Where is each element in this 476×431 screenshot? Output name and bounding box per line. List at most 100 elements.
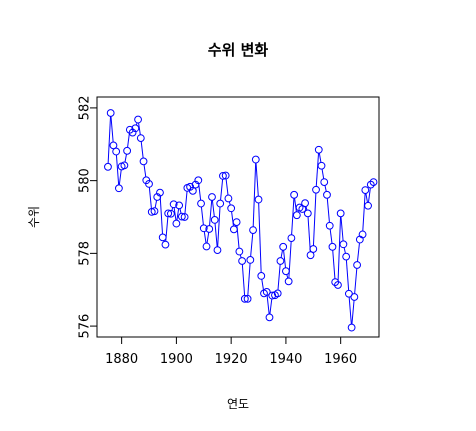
data-point xyxy=(369,178,378,186)
data-point xyxy=(262,288,271,296)
series-line-segment xyxy=(173,207,177,221)
data-point xyxy=(325,221,334,230)
data-point xyxy=(123,146,132,155)
series-line-segment xyxy=(241,264,246,296)
data-point xyxy=(216,199,225,208)
series-line-segment xyxy=(250,233,254,257)
series-line-segment xyxy=(239,254,242,258)
data-point xyxy=(249,226,257,234)
data-point xyxy=(219,172,227,180)
data-point xyxy=(314,145,323,154)
data-point xyxy=(279,242,288,251)
data-point xyxy=(243,294,252,303)
series-line-segment xyxy=(326,198,330,223)
series-line-segment xyxy=(269,298,273,315)
data-point xyxy=(175,201,184,210)
data-point xyxy=(235,247,244,256)
data-point xyxy=(273,289,282,298)
series-line-segment xyxy=(280,250,284,258)
data-point xyxy=(358,230,367,239)
data-point xyxy=(339,240,348,249)
series-line-segment xyxy=(206,232,210,244)
data-point xyxy=(169,200,178,209)
data-point xyxy=(336,209,345,218)
data-point xyxy=(177,212,186,221)
data-point xyxy=(353,261,361,269)
x-tick-label: 1880 xyxy=(105,352,138,367)
data-point xyxy=(167,209,175,218)
series-line-segment xyxy=(252,162,257,227)
series-line-segment xyxy=(217,206,221,247)
series-line-segment xyxy=(354,268,358,294)
series-line-segment xyxy=(171,207,174,211)
chart-title: 수위 변화 xyxy=(208,41,269,59)
data-point xyxy=(205,225,214,233)
data-point xyxy=(328,242,337,251)
series-line-segment xyxy=(209,200,213,226)
data-point xyxy=(128,128,137,137)
series-line-segment xyxy=(138,122,141,135)
data-point xyxy=(301,199,309,208)
data-point xyxy=(106,109,115,117)
data-point xyxy=(238,257,247,265)
data-point xyxy=(366,180,375,189)
series-line-segment xyxy=(307,216,311,252)
data-point xyxy=(186,182,194,191)
data-point xyxy=(197,199,205,208)
data-point xyxy=(112,147,121,156)
series-line-segment xyxy=(362,193,366,232)
series-line-segment xyxy=(321,168,325,179)
data-point xyxy=(282,267,290,276)
series-line-segment xyxy=(356,242,360,262)
y-tick-label: 578 xyxy=(78,241,93,266)
series-line-segment xyxy=(329,229,333,244)
series-line-segment xyxy=(277,264,281,291)
data-point xyxy=(227,204,236,213)
series-line-segment xyxy=(324,185,327,192)
data-point xyxy=(265,313,274,322)
x-tick-label: 1940 xyxy=(269,352,302,367)
series-line-segment xyxy=(176,208,180,221)
series-line-segment xyxy=(200,206,204,225)
series-line-segment xyxy=(154,200,158,208)
data-point xyxy=(194,176,203,185)
data-point xyxy=(145,180,153,188)
series-line-segment xyxy=(118,169,122,185)
series-line-segment xyxy=(348,297,352,325)
data-point xyxy=(284,277,293,286)
data-point xyxy=(210,216,219,224)
data-point xyxy=(251,155,260,164)
data-point xyxy=(276,257,285,265)
data-point xyxy=(221,171,230,180)
data-point xyxy=(309,245,318,253)
data-point xyxy=(158,233,167,242)
data-point xyxy=(254,195,263,204)
series-line-segment xyxy=(258,202,262,273)
series-line-segment xyxy=(332,250,336,279)
data-point xyxy=(202,242,211,251)
series-line-segment xyxy=(367,187,371,203)
series-line-segment xyxy=(203,231,207,244)
data-point xyxy=(131,124,140,133)
series-line-segment xyxy=(286,274,289,279)
series-line-segment xyxy=(179,208,182,214)
data-point xyxy=(240,294,249,303)
data-point xyxy=(191,180,200,189)
data-point xyxy=(364,201,372,210)
x-tick-label: 1920 xyxy=(215,352,248,367)
series-line-segment xyxy=(225,178,229,196)
series-line-segment xyxy=(228,201,231,206)
y-axis-label: 수위 xyxy=(27,206,41,228)
data-point xyxy=(172,219,181,228)
data-point xyxy=(120,161,129,170)
series-line-segment xyxy=(159,195,164,235)
series-line-segment xyxy=(247,263,251,296)
data-point xyxy=(224,194,233,203)
series-line-segment xyxy=(351,300,355,325)
data-point xyxy=(312,185,320,194)
data-point xyxy=(320,178,329,186)
series-line-segment xyxy=(184,191,188,214)
data-point xyxy=(334,281,342,289)
data-point xyxy=(229,225,238,234)
